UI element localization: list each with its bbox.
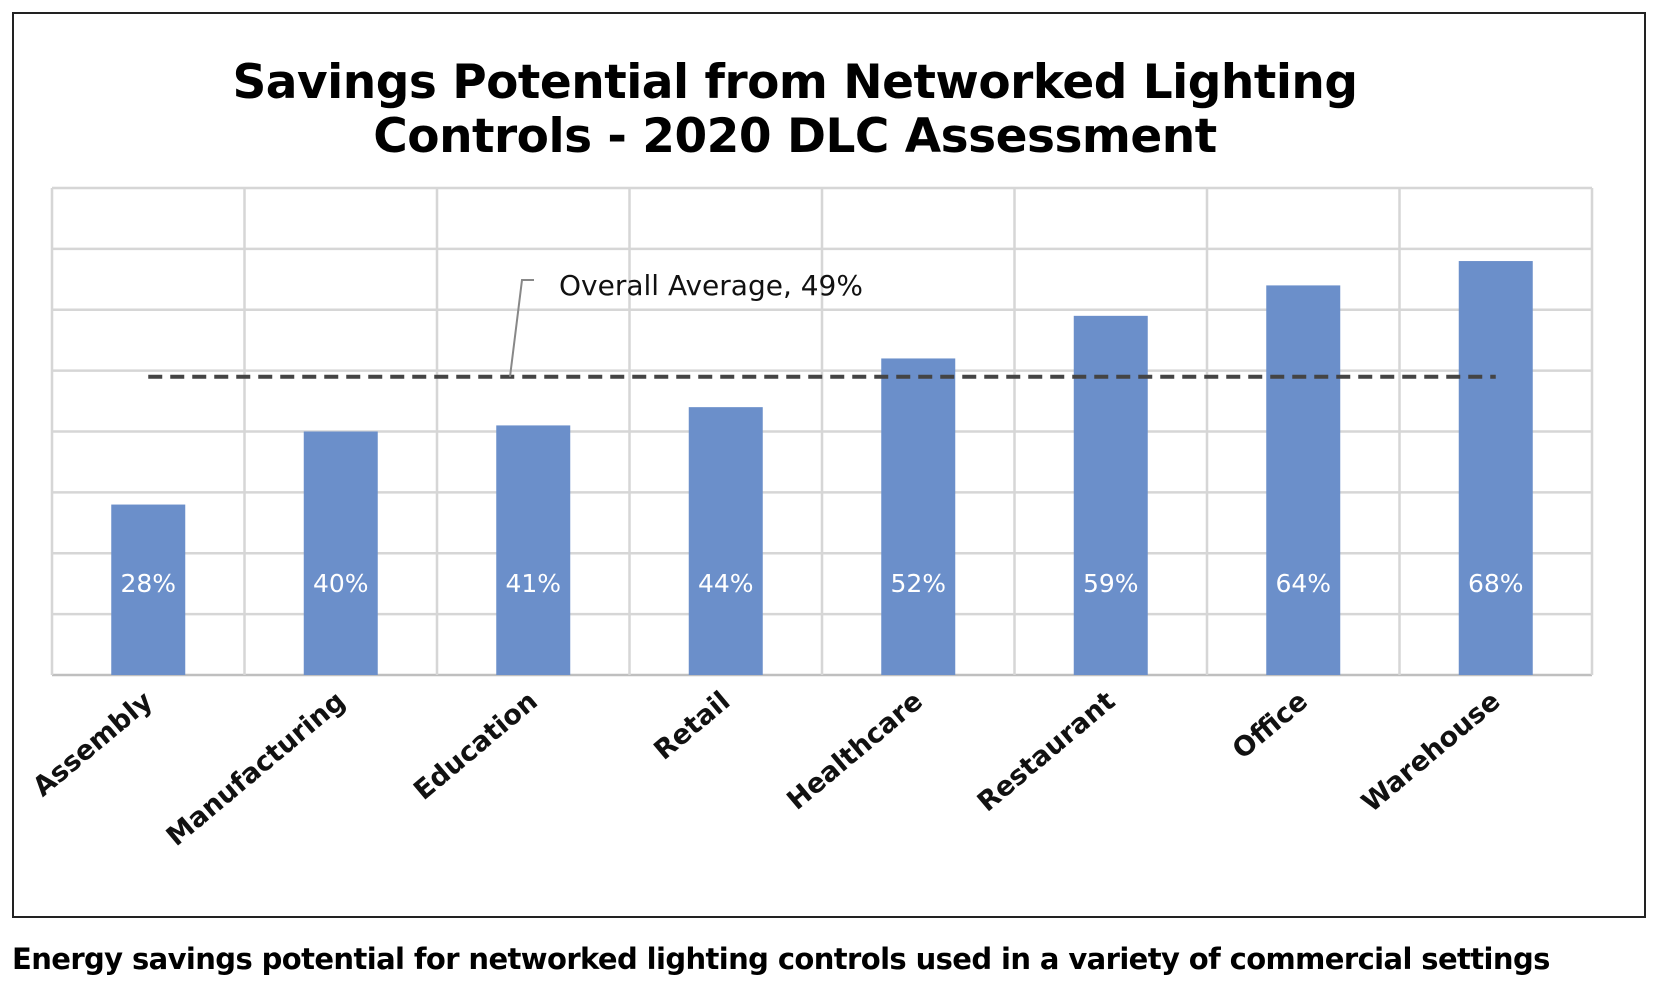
- chart-title-line-2: Controls - 2020 DLC Assessment: [373, 109, 1216, 164]
- bar-value-label: 68%: [1468, 569, 1524, 598]
- average-annotation: Overall Average, 49%: [148, 269, 1496, 379]
- bar-value-label: 52%: [890, 569, 946, 598]
- bar-retail: [688, 407, 763, 675]
- bar-assembly: [111, 504, 186, 675]
- bar-value-label: 44%: [698, 569, 754, 598]
- bar-manufacturing: [303, 431, 378, 675]
- chart: Savings Potential from Networked Lightin…: [27, 55, 1594, 853]
- figure-caption: Energy savings potential for networked l…: [12, 942, 1550, 976]
- bar-warehouse: [1458, 261, 1533, 675]
- category-label-manufacturing: Manufacturing: [161, 686, 352, 853]
- bar-value-label: 28%: [120, 569, 176, 598]
- bar-value-label: 59%: [1083, 569, 1139, 598]
- category-label-assembly: Assembly: [27, 685, 159, 803]
- bar-value-label: 40%: [313, 569, 369, 598]
- category-label-education: Education: [408, 686, 544, 807]
- chart-title-line-1: Savings Potential from Networked Lightin…: [232, 55, 1357, 110]
- category-label-healthcare: Healthcare: [781, 686, 928, 817]
- category-label-warehouse: Warehouse: [1356, 686, 1506, 819]
- gridlines: [50, 186, 1594, 677]
- category-labels: Assembly Manufacturing Education Retail Heal…: [27, 685, 1506, 852]
- bar-value-label: 64%: [1275, 569, 1331, 598]
- category-label-office: Office: [1227, 686, 1314, 766]
- category-label-restaurant: Restaurant: [972, 686, 1122, 819]
- average-label: Overall Average, 49%: [559, 269, 863, 302]
- bar-restaurant: [1073, 315, 1148, 675]
- bar-healthcare: [881, 358, 956, 675]
- chart-frame: Savings Potential from Networked Lightin…: [12, 12, 1646, 918]
- bar-education: [496, 425, 571, 675]
- bars: 28% 40% 41% 44% 52% 59% 64% 68%: [111, 261, 1533, 675]
- category-label-retail: Retail: [648, 686, 736, 767]
- average-leader-line: [509, 279, 534, 377]
- bar-value-label: 41%: [505, 569, 561, 598]
- bar-office: [1266, 285, 1341, 675]
